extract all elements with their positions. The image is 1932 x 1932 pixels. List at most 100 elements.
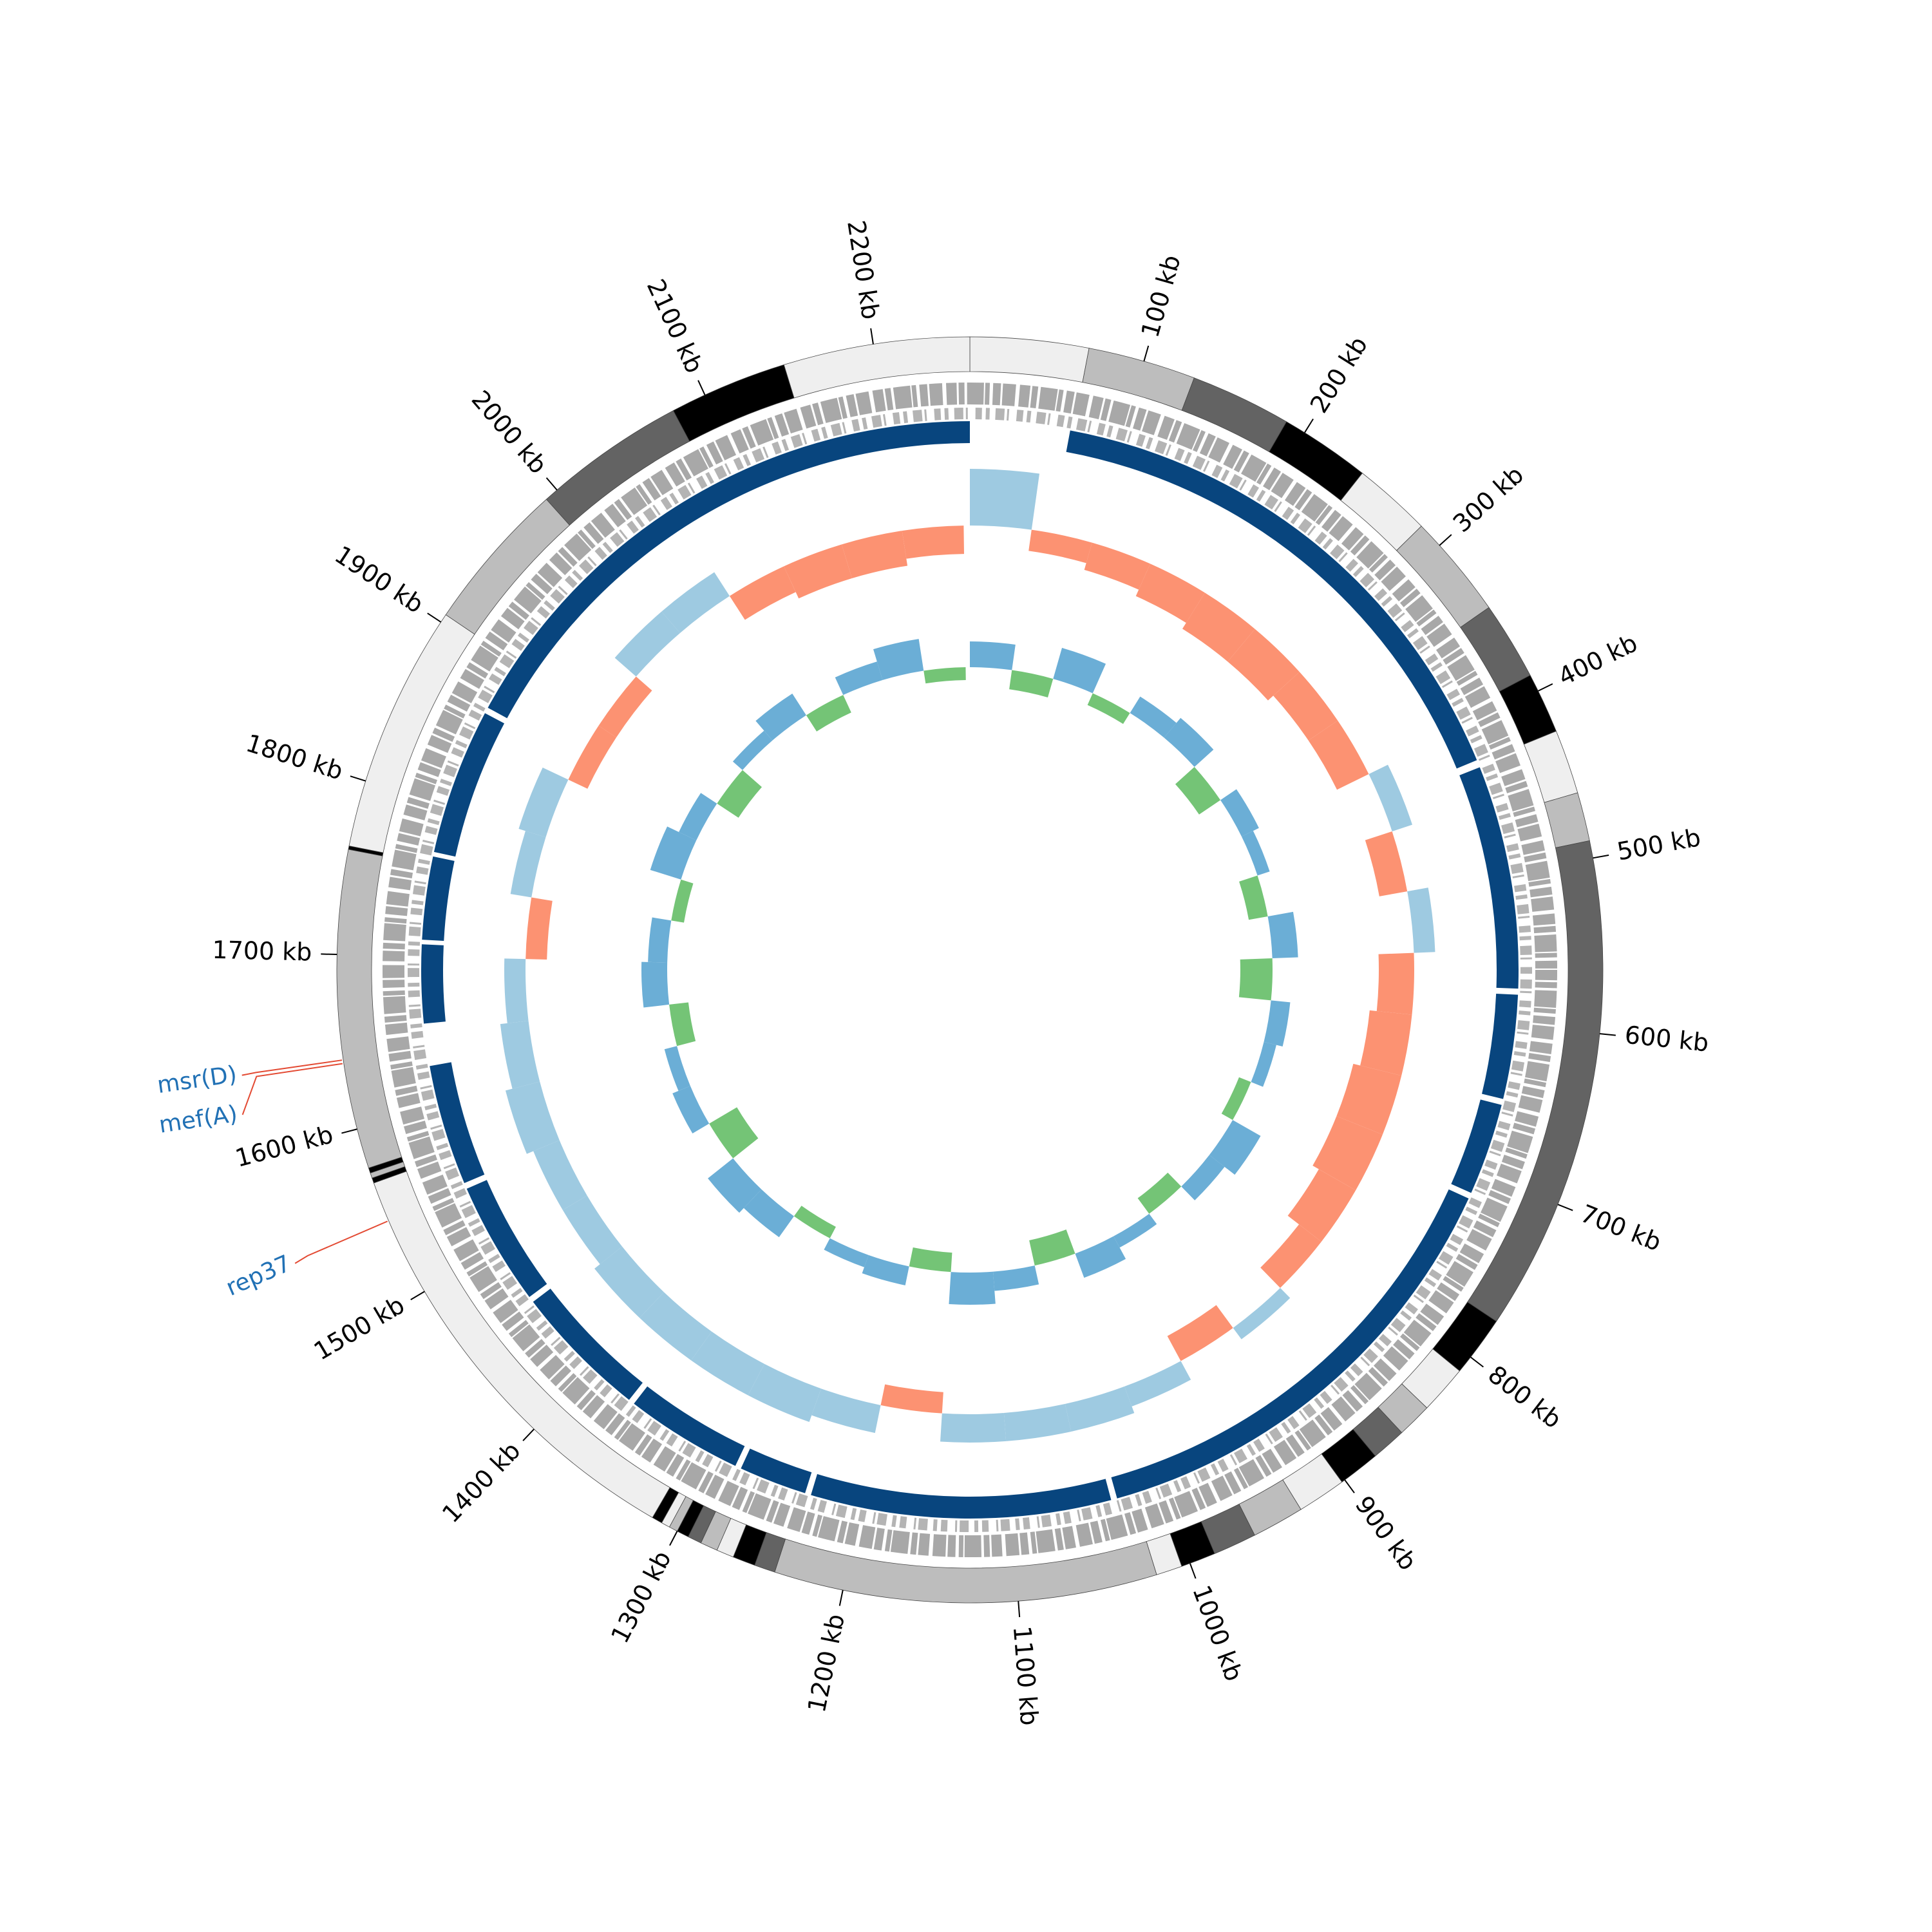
- tick-label: 2100 kb: [641, 275, 709, 377]
- gc-skew-bar: [1124, 1361, 1191, 1406]
- gc-skew-bar: [1365, 831, 1408, 896]
- gc-content-bar: [1164, 717, 1214, 767]
- contig: [1523, 730, 1578, 803]
- tick-mark: [1593, 854, 1609, 859]
- tick-label: 2200 kb: [842, 218, 885, 321]
- gc-skew-bar: [518, 767, 569, 838]
- gc-content-bar: [1137, 1172, 1182, 1214]
- tick-label: 1400 kb: [437, 1436, 526, 1528]
- tick-label: 1100 kb: [1008, 1625, 1044, 1727]
- gc-content-bar: [909, 1247, 952, 1273]
- contig: [969, 336, 1090, 383]
- gc-content-bar: [1221, 1077, 1251, 1121]
- gc-content-bar: [669, 1002, 696, 1046]
- tick-label: 1700 kb: [212, 936, 312, 967]
- gc-content-bar: [648, 917, 672, 963]
- gc-content-bar: [1241, 831, 1270, 876]
- gc-skew-bar: [1336, 1063, 1402, 1135]
- coverage-segment: [433, 713, 505, 857]
- tick-mark: [341, 1128, 357, 1134]
- tick-mark: [545, 477, 558, 491]
- gc-skew-bar: [1028, 529, 1092, 564]
- coverage-segment: [1459, 767, 1519, 989]
- gc-skew-bar: [533, 1140, 587, 1210]
- tick-label: 1500 kb: [309, 1291, 410, 1366]
- gc-content-bar: [1113, 1213, 1157, 1248]
- gc-content-bar: [641, 961, 670, 1008]
- gc-content-bar: [835, 661, 883, 696]
- tick-mark: [350, 775, 366, 782]
- gc-skew-bar: [748, 1363, 822, 1423]
- tick-label: 700 kb: [1577, 1199, 1665, 1256]
- gc-content-bar: [1075, 1236, 1126, 1278]
- gc-content-bar: [1239, 875, 1268, 920]
- gc-skew-bar: [970, 469, 1040, 530]
- gc-skew-bar: [614, 611, 680, 677]
- gc-content-bar: [709, 1107, 759, 1159]
- gc-skew-bar: [1227, 629, 1300, 701]
- tick-label: 1300 kb: [605, 1546, 677, 1648]
- annotation-line: [294, 1220, 388, 1264]
- gc-skew-bar: [1135, 564, 1205, 623]
- tick-mark: [1344, 1479, 1355, 1493]
- gc-skew-bar: [526, 897, 553, 960]
- gc-skew-bar: [500, 1021, 540, 1089]
- gc-content-bar: [708, 1158, 762, 1213]
- gc-content-bar: [1009, 670, 1054, 697]
- gc-skew-bar: [940, 1412, 1007, 1443]
- gc-skew-bar: [510, 831, 546, 898]
- gc-skew-bar: [1376, 952, 1414, 1015]
- gc-content-bar: [1264, 1000, 1291, 1047]
- tick-mark: [427, 612, 442, 623]
- coverage-segment: [1482, 994, 1519, 1099]
- tick-label: 300 kb: [1448, 460, 1530, 538]
- tick-mark: [838, 1589, 844, 1606]
- coverage-segment: [422, 856, 455, 942]
- gc-skew-bar: [902, 526, 965, 559]
- tick-label: 1900 kb: [330, 540, 429, 619]
- gc-content-bar: [992, 1265, 1039, 1291]
- gc-content-bar: [664, 1046, 690, 1091]
- gc-content-bar: [1267, 911, 1298, 958]
- tick-mark: [1557, 1204, 1573, 1211]
- gc-skew-bar: [1182, 592, 1255, 662]
- gc-skew-bar: [639, 1292, 712, 1361]
- gc-skew-bar: [811, 1388, 881, 1434]
- gc-skew-bar: [1003, 1403, 1072, 1441]
- gc-content-bar: [793, 1206, 836, 1238]
- gc-content-bar: [1238, 958, 1273, 1001]
- gc-skew-bar: [1312, 1116, 1383, 1191]
- tick-label: 1000 kb: [1187, 1582, 1248, 1685]
- tick-mark: [410, 1291, 425, 1300]
- annotation-label: rep37: [222, 1251, 294, 1302]
- gc-content-bar: [717, 770, 762, 818]
- gc-content-bar: [672, 1086, 710, 1134]
- gc-skew-bar: [729, 566, 796, 620]
- gc-skew-bar: [1287, 1169, 1356, 1242]
- tick-label: 800 kb: [1483, 1360, 1567, 1434]
- gc-content-bar: [755, 693, 806, 741]
- gc-skew-bar: [1368, 764, 1412, 831]
- gc-content-bar: [743, 1189, 794, 1238]
- gc-content-bar: [970, 641, 1016, 670]
- tick-mark: [522, 1428, 535, 1441]
- gc-skew-bar: [1360, 1010, 1412, 1076]
- gc-skew-bar: [505, 1081, 560, 1154]
- coverage-segment: [1451, 1099, 1502, 1193]
- annotation-label: mef(A): [157, 1101, 239, 1139]
- tick-mark: [1143, 345, 1150, 362]
- coverage-segment: [466, 1180, 547, 1297]
- gc-skew-bar: [594, 1246, 665, 1318]
- gc-content-bar: [873, 639, 924, 680]
- tick-label: 200 kb: [1305, 332, 1373, 418]
- tick-mark: [1538, 683, 1553, 692]
- gc-content-bar: [1029, 1229, 1075, 1266]
- annotation-line: [242, 1063, 343, 1115]
- gc-content-bar: [1220, 789, 1259, 837]
- coverage-segment: [1111, 1189, 1469, 1499]
- tick-label: 600 kb: [1624, 1021, 1710, 1057]
- gc-content-bar: [806, 695, 851, 732]
- gc-skew-bar: [1273, 672, 1338, 741]
- tick-mark: [1018, 1601, 1021, 1618]
